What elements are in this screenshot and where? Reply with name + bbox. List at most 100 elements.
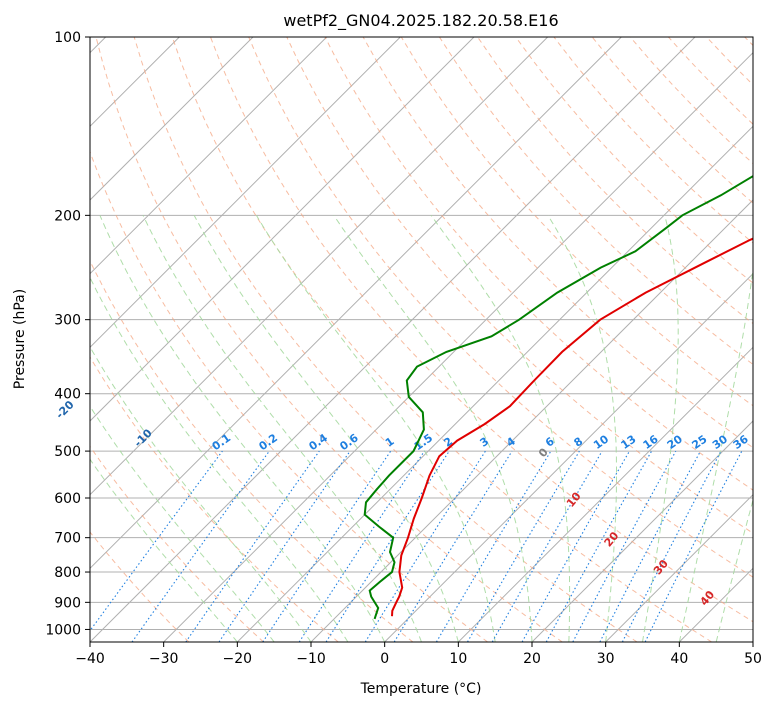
dry-adiabat-line [133, 37, 638, 642]
isotherm-line [90, 37, 475, 422]
y-tick-label: 800 [54, 565, 81, 581]
mixing-ratio-label: 3 [478, 435, 492, 450]
mixing-ratio-line [325, 450, 450, 642]
moist-adiabat-line [547, 215, 617, 642]
y-tick-label: 600 [54, 491, 81, 507]
moist-adiabat-label: 40 [697, 588, 717, 608]
y-tick-label: 300 [54, 313, 81, 329]
y-tick-label: 200 [54, 208, 81, 224]
mixing-ratio-label: 1.5 [412, 431, 435, 453]
moist-adiabat-label: 30 [651, 557, 671, 577]
moist-adiabat-line [333, 215, 533, 642]
mixing-ratio-label: 8 [572, 435, 586, 450]
isotherm-line [384, 272, 753, 642]
mixing-ratio-line [131, 450, 270, 642]
mixing-ratio-line [521, 450, 630, 642]
mixing-ratio-line [90, 450, 223, 632]
moist-adiabat-line [255, 215, 496, 642]
dry-adiabat-line [668, 37, 753, 125]
y-tick-label: 1000 [45, 622, 81, 638]
isotherm-line [90, 37, 254, 201]
dry-adiabat-line [400, 37, 753, 407]
isotherm-line [90, 37, 696, 642]
mixing-ratio-line [599, 450, 701, 642]
mixing-ratio-line [644, 450, 743, 642]
moist-adiabat-line [90, 345, 312, 642]
mixing-ratio-label: 1 [383, 435, 397, 450]
x-tick-label: 10 [449, 651, 467, 667]
mixing-ratio-line [545, 450, 653, 642]
mixing-ratio-label: 0.6 [337, 431, 361, 453]
y-tick-label: 900 [54, 595, 81, 611]
isotherm-line [163, 51, 753, 642]
isotherm-line [310, 199, 753, 642]
mixing-ratio-line [467, 450, 580, 642]
y-tick-label: 400 [54, 387, 81, 403]
x-axis-label: Temperature (°C) [360, 681, 482, 697]
dewpoint-profile-line [363, 174, 753, 620]
isotherm-line [90, 37, 549, 496]
profile-series [363, 174, 753, 620]
moist-adiabat-line [99, 215, 386, 642]
x-tick-label: 30 [597, 651, 615, 667]
mixing-ratio-line [364, 450, 486, 642]
mixing-ratio-line [435, 450, 552, 642]
plot-frame [89, 36, 754, 643]
mixing-ratio-label: 13 [618, 433, 638, 452]
dry-adiabat-label: -10 [132, 426, 155, 449]
mixing-ratio-line [262, 450, 392, 642]
mixing-ratio-line [185, 450, 320, 642]
y-axis: 1000 900 800 700 600 500 400 300 200 100 [45, 30, 90, 638]
dry-adiabat-line [90, 259, 414, 642]
dry-adiabat-line [90, 445, 264, 642]
temperature-profile-line [391, 237, 753, 617]
moist-adiabat-line [678, 265, 753, 642]
x-tick-label: −20 [223, 651, 253, 667]
dry-adiabat-line [210, 37, 753, 623]
moist-adiabat-line [90, 458, 238, 642]
isotherm-line [90, 37, 328, 275]
y-tick-label: 700 [54, 531, 81, 547]
mixing-ratio-line [572, 450, 677, 642]
x-tick-label: −40 [75, 651, 105, 667]
mixing-ratio-line [393, 450, 513, 642]
isotherm-line [605, 493, 753, 642]
x-tick-label: 40 [670, 651, 688, 667]
mixing-ratio-label: 20 [665, 432, 685, 452]
isotherm-line [752, 641, 753, 642]
dry-adiabat-line [248, 37, 753, 578]
mixing-ratio-label: 6 [543, 435, 557, 450]
mixing-ratio-label: 16 [641, 432, 661, 452]
mixing-ratio-label: 0.1 [210, 431, 233, 453]
mixing-ratio-label: 10 [591, 432, 611, 452]
dry-adiabat-line [171, 37, 712, 642]
x-tick-label: −30 [149, 651, 179, 667]
dry-adiabat-line [591, 37, 753, 204]
dry-adiabat-line [553, 37, 753, 244]
dry-adiabat-line [90, 356, 339, 642]
isotherm-line [90, 37, 622, 570]
mixing-ratio-line [218, 450, 351, 642]
dry-adiabat-line [744, 37, 753, 47]
moist-adiabat-line [90, 405, 275, 642]
isotherm-line [457, 346, 753, 642]
moist-adiabat-line [430, 215, 571, 642]
x-axis: −40 −30 −20 −10 0 10 20 30 40 50 [75, 642, 762, 667]
dry-adiabat-line [95, 37, 563, 642]
y-axis-label: Pressure (hPa) [12, 289, 28, 389]
dry-adiabat-line [286, 37, 753, 534]
dry-adiabat-line [438, 37, 753, 366]
mixing-ratio-label: 0.4 [307, 431, 331, 453]
mixing-ratio-line [298, 450, 425, 642]
y-tick-label: 100 [54, 30, 81, 46]
mixing-ratio-label: 30 [710, 432, 730, 452]
chart-title: wetPf2_GN04.2025.182.20.58.E16 [283, 11, 558, 31]
dry-adiabat-line [706, 37, 753, 86]
x-tick-label: 0 [380, 651, 389, 667]
moist-adiabat-line [642, 215, 679, 642]
isotherm-line [90, 37, 401, 349]
isotherm-line [236, 125, 753, 642]
dry-adiabat-line [90, 150, 488, 642]
x-tick-label: −10 [296, 651, 326, 667]
mixing-ratio-label: 25 [690, 433, 710, 452]
